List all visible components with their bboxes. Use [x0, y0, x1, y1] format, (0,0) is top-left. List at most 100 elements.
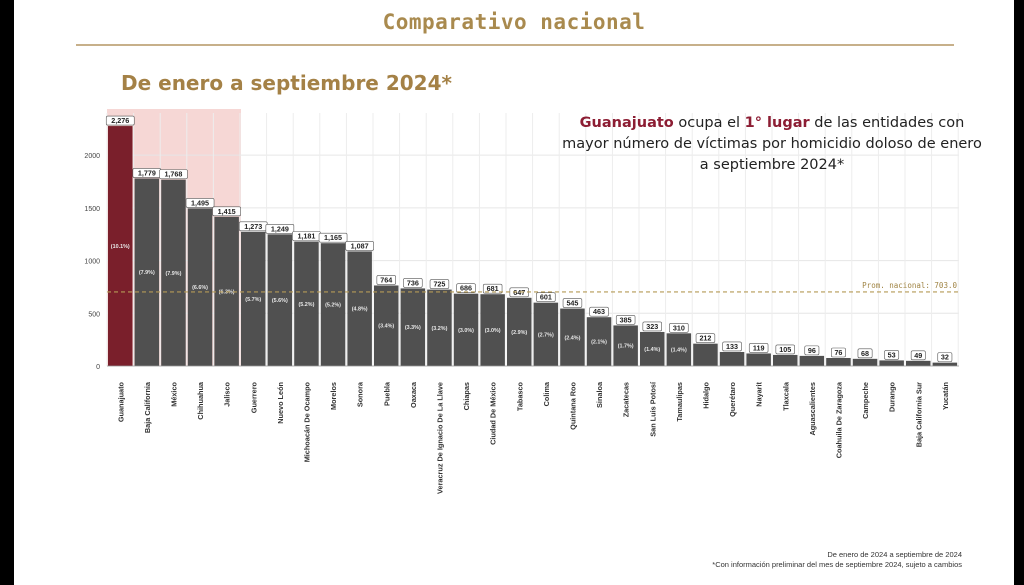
category-label: Ciudad De México [489, 381, 498, 444]
category-label: Tabasco [515, 381, 524, 411]
bar [533, 302, 559, 366]
bar [560, 308, 585, 366]
value-label: 212 [699, 334, 711, 343]
category-label: Baja California [143, 381, 152, 433]
value-label: 68 [861, 349, 869, 358]
bar [826, 357, 851, 366]
percent-label: (5.7%) [245, 297, 261, 303]
y-tick-label: 1500 [84, 206, 100, 213]
bar [852, 358, 878, 366]
category-label: San Luis Potosí [648, 381, 657, 437]
category-label: Nuevo León [276, 382, 285, 424]
value-label-box [910, 350, 926, 361]
category-label: Chiapas [462, 382, 471, 410]
bar [480, 294, 505, 366]
bar [906, 360, 931, 366]
bar [294, 241, 319, 366]
bar [108, 126, 133, 367]
percent-label: (10.1%) [111, 244, 130, 250]
value-label-box [642, 321, 662, 332]
bar [347, 251, 372, 366]
value-label-box [857, 348, 873, 359]
value-label-box [831, 347, 846, 358]
percent-label: (3.4%) [378, 324, 394, 330]
bar [507, 297, 532, 366]
category-label: Chihuahua [196, 381, 205, 420]
y-tick-label: 0 [96, 364, 100, 371]
category-label: Quintana Roo [568, 381, 577, 429]
category-label: Veracruz De Ignacio De La Llave [435, 382, 444, 494]
value-label-box [937, 352, 953, 362]
slide: Comparativo nacional De enero a septiemb… [14, 0, 1014, 585]
bar [134, 178, 160, 366]
value-label: 1,768 [164, 170, 182, 179]
value-label: 2,276 [111, 116, 129, 125]
value-label-box [669, 323, 689, 333]
category-label: Tamaulipas [675, 382, 684, 422]
bar [374, 285, 399, 366]
bar [719, 351, 745, 366]
percent-label: (2.1%) [591, 340, 607, 346]
value-label: 1,779 [138, 168, 156, 177]
percent-label: (3.3%) [405, 325, 421, 331]
value-label: 1,415 [218, 207, 236, 216]
category-label: Nayarit [755, 381, 764, 406]
value-label-box [536, 292, 556, 302]
footnote-disclaimer: *Con información preliminar del mes de s… [712, 560, 962, 569]
value-label: 53 [888, 350, 896, 359]
value-label: 385 [620, 315, 632, 324]
bar [161, 179, 186, 366]
value-label: 1,165 [324, 233, 342, 242]
percent-label: (6.6%) [192, 285, 208, 291]
percent-label: (5.2%) [325, 303, 341, 309]
bar [879, 360, 904, 366]
bar [187, 208, 213, 366]
value-label: 601 [540, 293, 552, 302]
value-label: 1,249 [271, 224, 289, 233]
value-label-box [804, 345, 820, 356]
value-label: 323 [646, 322, 658, 331]
category-label: Michoacán De Ocampo [302, 381, 311, 462]
category-label: Campeche [861, 382, 870, 419]
y-tick-label: 500 [88, 311, 100, 318]
value-label: 133 [726, 342, 738, 351]
percent-label: (5.6%) [272, 298, 288, 304]
value-label: 96 [808, 346, 816, 355]
percent-label: (3.0%) [485, 328, 501, 334]
bar [932, 362, 958, 366]
bar [586, 317, 612, 366]
bar [241, 231, 266, 366]
value-label-box [589, 306, 609, 317]
bar-chart: 0 500 1000 1500 2000 2,276 (10.1%) Guanajuato 1,… [84, 109, 959, 494]
bar [693, 343, 718, 366]
value-label-box [482, 283, 503, 294]
bar [746, 353, 771, 366]
value-label: 49 [914, 351, 922, 360]
value-label-box [748, 343, 769, 353]
category-label: Hidalgo [701, 381, 710, 408]
bar [427, 289, 452, 366]
value-label-box [429, 279, 450, 289]
percent-label: (2.4%) [565, 335, 581, 341]
value-label-box [562, 298, 583, 308]
value-label: 725 [433, 280, 445, 289]
value-label: 105 [779, 345, 791, 354]
bar [773, 354, 798, 366]
bar [799, 355, 825, 366]
value-label-box [722, 341, 742, 352]
value-label: 736 [407, 278, 419, 287]
value-label: 1,181 [297, 232, 315, 241]
value-label: 76 [834, 348, 842, 357]
value-label-box [212, 206, 241, 217]
value-label: 764 [380, 275, 392, 284]
callout-text-2: de las entidades con mayor número de víc… [562, 115, 982, 173]
value-label-box [376, 275, 396, 285]
value-label-box [775, 344, 795, 355]
percent-label: (3.0%) [458, 328, 474, 334]
category-label: Jalisco [223, 381, 232, 406]
national-average-label: Prom. nacional: 703.0 [862, 281, 957, 290]
bar [453, 293, 479, 366]
category-label: Tlaxcala [781, 381, 790, 411]
bar [613, 325, 638, 366]
category-label: México [169, 381, 178, 406]
